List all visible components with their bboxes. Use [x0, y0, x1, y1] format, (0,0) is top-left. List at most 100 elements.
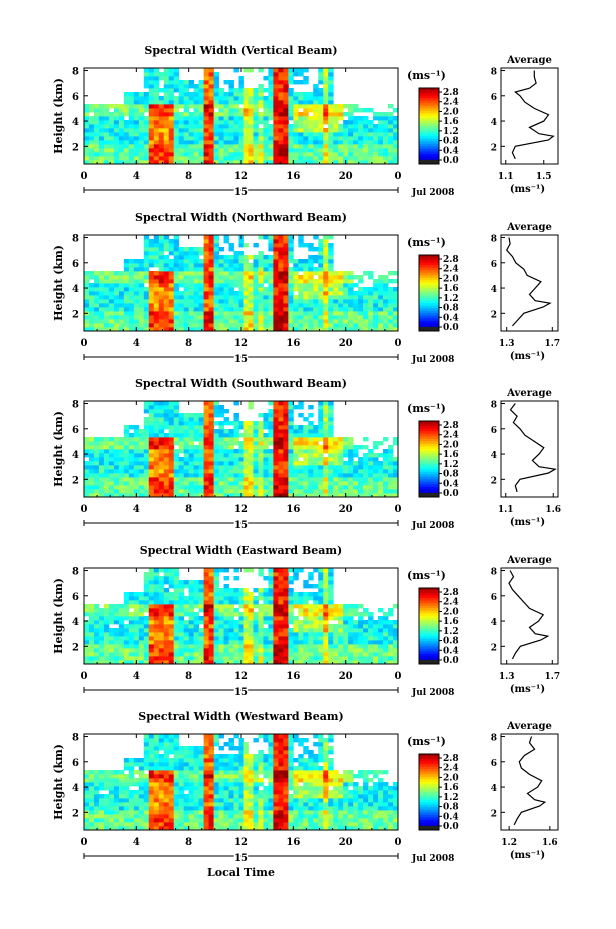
y-axis-label: Height (km)	[52, 578, 65, 654]
colorbar-unit: (ms⁻¹)	[407, 69, 446, 82]
x-tick-label: 12	[234, 338, 248, 349]
x-tick-label: 12	[234, 837, 248, 848]
y-tick-label: 4	[72, 450, 79, 461]
colorbar-tick-label: 2.8	[443, 255, 459, 265]
x-tick-label: 4	[133, 171, 140, 182]
average-title: Average	[506, 388, 552, 399]
average-title: Average	[506, 721, 552, 732]
colorbar-tick-label: 2.4	[443, 598, 459, 608]
avg-x-tick-label: 1.2	[501, 838, 517, 848]
colorbar-tick-label: 2.8	[443, 421, 459, 431]
x-tick-label: 16	[286, 171, 300, 182]
y-tick-label: 2	[72, 642, 79, 653]
colorbar-tick-label: 0.0	[443, 822, 459, 832]
colorbar-tick-label: 0.0	[443, 489, 459, 499]
x-tick-label: 12	[234, 171, 248, 182]
x-tick-label: 0	[395, 837, 402, 848]
colorbar-tick-label: 2.4	[443, 431, 459, 441]
heatmap-cells	[84, 568, 399, 665]
x-tick-label: 8	[185, 504, 192, 515]
colorbar-tick-label: 2.4	[443, 265, 459, 275]
y-tick-label: 2	[72, 475, 79, 486]
x-tick-label: 0	[395, 504, 402, 515]
panel-title: Spectral Width (Westward Beam)	[138, 710, 343, 723]
avg-x-tick-label: 1.7	[544, 672, 560, 682]
colorbar-tick-label: 0.0	[443, 323, 459, 333]
colorbar-tick-label: 2.0	[443, 773, 459, 783]
date-label: Jul 2008	[411, 355, 454, 365]
average-profile-line	[508, 570, 550, 660]
avg-y-tick-label: 8	[491, 568, 497, 578]
date-label: Jul 2008	[411, 521, 454, 531]
avg-y-tick-label: 2	[491, 809, 497, 819]
y-tick-label: 4	[72, 617, 79, 628]
x-tick-label: 12	[234, 671, 248, 682]
colorbar-tick-label: 2.8	[443, 88, 459, 98]
x-tick-label: 16	[286, 837, 300, 848]
x-tick-label: 0	[395, 338, 402, 349]
heatmap-cells	[84, 235, 399, 332]
x-tick-label: 16	[286, 504, 300, 515]
avg-y-tick-label: 4	[491, 285, 497, 295]
average-frame	[500, 733, 559, 831]
y-tick-label: 6	[72, 592, 79, 603]
colorbar-tick-label: 2.0	[443, 607, 459, 617]
colorbar-tick-label: 0.4	[443, 146, 459, 156]
colorbar-tick-label: 0.0	[443, 656, 459, 666]
y-axis-label: Height (km)	[52, 411, 65, 487]
colorbar-unit: (ms⁻¹)	[407, 236, 446, 249]
avg-y-tick-label: 2	[491, 643, 497, 653]
date-label: Jul 2008	[411, 854, 454, 864]
panel-title: Spectral Width (Northward Beam)	[135, 211, 347, 224]
heatmap-cells	[84, 68, 399, 165]
x-tick-label: 20	[339, 171, 353, 182]
x-axis-label: Local Time	[207, 866, 275, 879]
avg-y-tick-label: 8	[491, 68, 497, 78]
avg-x-tick-label: 1.1	[498, 505, 514, 515]
average-profile-line	[511, 70, 555, 160]
heatmap-cells	[84, 401, 399, 498]
avg-x-label: (ms⁻¹)	[510, 517, 545, 528]
x-tick-label: 8	[185, 671, 192, 682]
average-frame	[500, 400, 559, 498]
x-tick-label: 16	[286, 338, 300, 349]
x-tick-label: 4	[133, 504, 140, 515]
y-tick-label: 4	[72, 284, 79, 295]
colorbar-tick-label: 2.4	[443, 764, 459, 774]
x-tick-label: 0	[81, 671, 88, 682]
avg-y-tick-label: 2	[491, 143, 497, 153]
x-tick-label: 8	[185, 837, 192, 848]
colorbar-tick-label: 2.4	[443, 98, 459, 108]
colorbar-tick-label: 0.4	[443, 812, 459, 822]
avg-x-tick-label: 1.7	[544, 339, 560, 349]
colorbar-unit: (ms⁻¹)	[407, 569, 446, 582]
x-tick-label: 8	[185, 171, 192, 182]
average-frame	[500, 234, 559, 332]
colorbar-tick-label: 1.2	[443, 793, 459, 803]
x-center-label: 15	[234, 354, 248, 365]
colorbar-tick-label: 2.8	[443, 754, 459, 764]
colorbar-tick-label: 1.2	[443, 460, 459, 470]
y-tick-label: 8	[72, 67, 79, 78]
x-center-label: 15	[234, 187, 248, 198]
colorbar	[418, 753, 440, 831]
colorbar-unit: (ms⁻¹)	[407, 402, 446, 415]
colorbar-tick-label: 0.8	[443, 803, 459, 813]
y-tick-label: 6	[72, 425, 79, 436]
avg-y-tick-label: 6	[491, 260, 497, 270]
y-tick-label: 8	[72, 567, 79, 578]
average-frame	[500, 67, 559, 165]
colorbar-tick-label: 0.8	[443, 137, 459, 147]
colorbar-tick-label: 1.2	[443, 627, 459, 637]
x-tick-label: 0	[81, 837, 88, 848]
colorbar-tick-label: 2.0	[443, 274, 459, 284]
avg-x-tick-label: 1.3	[499, 672, 515, 682]
y-axis-label: Height (km)	[52, 78, 65, 154]
x-tick-label: 4	[133, 338, 140, 349]
y-tick-label: 4	[72, 783, 79, 794]
panel-title: Spectral Width (Eastward Beam)	[140, 544, 342, 557]
average-profile-line	[505, 237, 552, 327]
y-tick-label: 6	[72, 259, 79, 270]
heatmap-cells	[84, 734, 399, 831]
